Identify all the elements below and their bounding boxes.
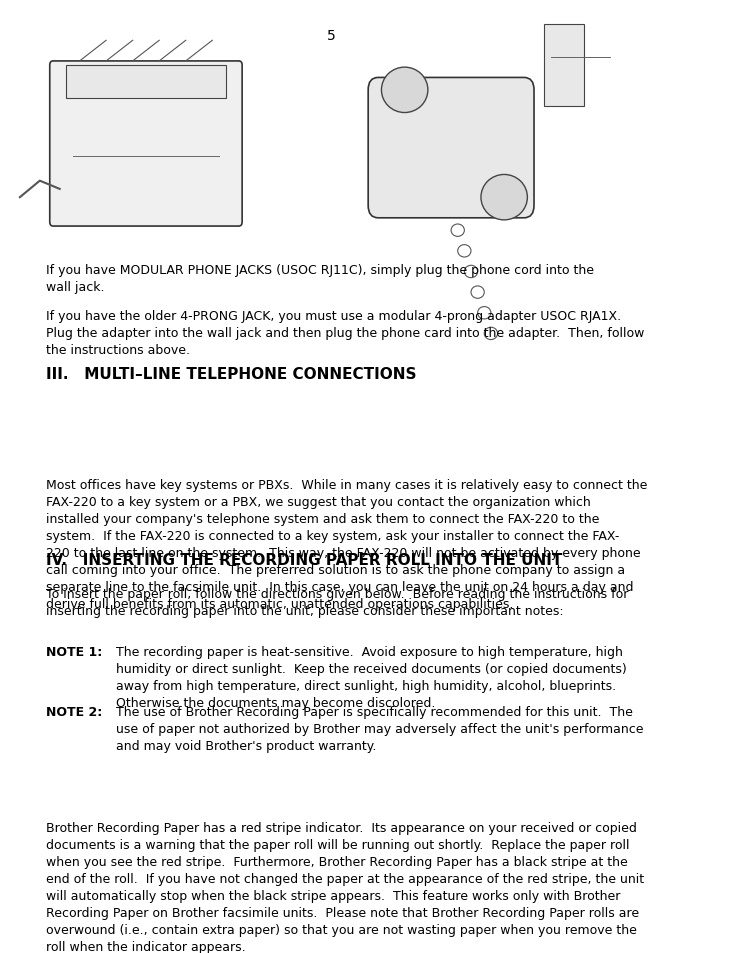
Text: The use of Brother Recording Paper is specifically recommended for this unit.  T: The use of Brother Recording Paper is sp… (116, 705, 644, 752)
Ellipse shape (381, 68, 428, 113)
Text: IV.   INSERTING THE RECORDING PAPER ROLL INTO THE UNIT: IV. INSERTING THE RECORDING PAPER ROLL I… (46, 553, 563, 568)
FancyBboxPatch shape (50, 62, 242, 227)
Text: The recording paper is heat-sensitive.  Avoid exposure to high temperature, high: The recording paper is heat-sensitive. A… (116, 645, 627, 709)
Text: 5: 5 (327, 29, 336, 43)
Text: III.   MULTI–LINE TELEPHONE CONNECTIONS: III. MULTI–LINE TELEPHONE CONNECTIONS (46, 367, 417, 382)
Text: To insert the paper roll, follow the directions given below.  Before reading the: To insert the paper roll, follow the dir… (46, 587, 629, 618)
Ellipse shape (481, 175, 528, 221)
Bar (544, 25, 584, 108)
FancyBboxPatch shape (368, 78, 534, 218)
Text: Most offices have key systems or PBXs.  While in many cases it is relatively eas: Most offices have key systems or PBXs. W… (46, 478, 648, 610)
Text: NOTE 2:: NOTE 2: (46, 705, 103, 719)
Text: NOTE 1:: NOTE 1: (46, 645, 103, 658)
Text: If you have MODULAR PHONE JACKS (USOC RJ11C), simply plug the phone cord into th: If you have MODULAR PHONE JACKS (USOC RJ… (46, 264, 595, 294)
Text: If you have the older 4-PRONG JACK, you must use a modular 4-prong adapter USOC : If you have the older 4-PRONG JACK, you … (46, 310, 645, 356)
Text: Brother Recording Paper has a red stripe indicator.  Its appearance on your rece: Brother Recording Paper has a red stripe… (46, 821, 645, 953)
Bar (66, 66, 226, 99)
